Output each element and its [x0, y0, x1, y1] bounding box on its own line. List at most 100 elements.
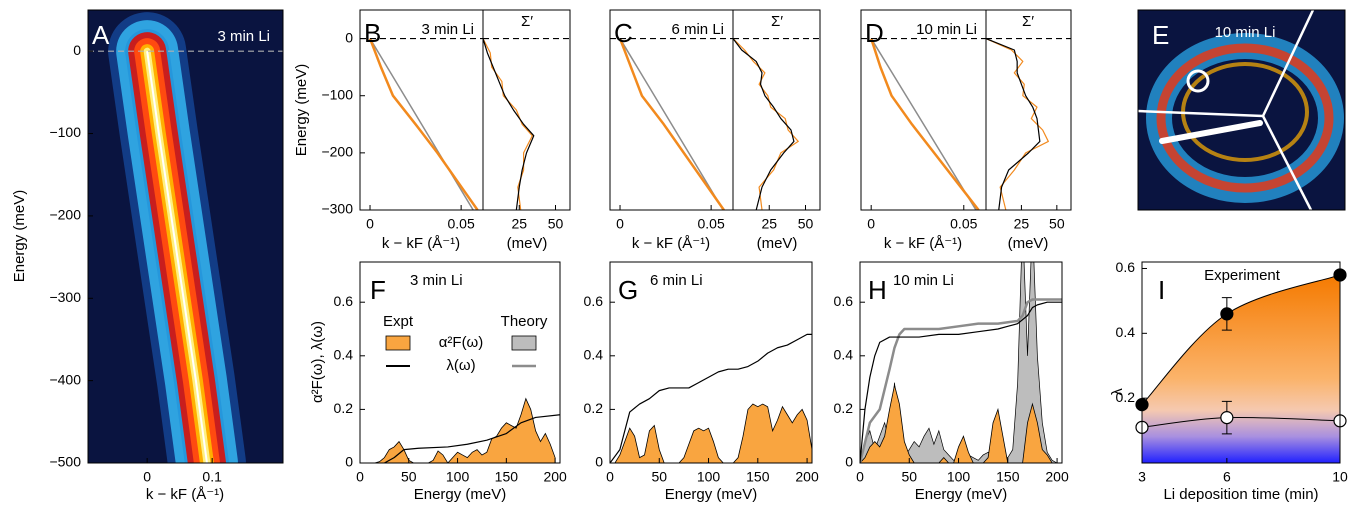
zone-line	[1261, 115, 1313, 211]
panel-letter: H	[868, 275, 887, 305]
panel-letter: I	[1158, 275, 1165, 305]
data-point	[1220, 307, 1234, 321]
line	[610, 333, 812, 463]
panel-title: 6 min Li	[671, 21, 724, 38]
axes-frame	[609, 261, 813, 464]
y-axis-label: Energy (meV)	[293, 64, 310, 157]
y-axis-label: λ	[1109, 388, 1126, 396]
axes-frame	[87, 9, 284, 464]
axes-frame	[732, 9, 821, 211]
y-tick-label: 0	[345, 29, 353, 45]
line	[860, 298, 1062, 463]
line	[384, 414, 560, 463]
x-axis-label: k − kF (Å⁻¹)	[632, 235, 710, 252]
x-tick-label: 150	[996, 469, 1020, 485]
plot-area	[483, 37, 570, 210]
x-axis-label: (meV)	[507, 235, 548, 252]
area-fill	[1142, 274, 1340, 463]
plot-area	[360, 37, 483, 210]
y-tick-label: 0	[845, 454, 853, 470]
y-tick-label: 0.2	[1116, 389, 1136, 405]
x-axis-label: Energy (meV)	[665, 486, 758, 503]
x-tick-label: 150	[495, 469, 519, 485]
y-tick-label: 0.2	[584, 400, 604, 416]
area	[360, 397, 556, 463]
panel-letter: C	[614, 18, 633, 48]
cut-line	[1159, 120, 1263, 144]
x-axis-label: Li deposition time (min)	[1163, 486, 1318, 503]
y-tick-label: 0.4	[334, 347, 354, 363]
y-axis-label: α²F(ω), λ(ω)	[309, 321, 326, 403]
y-tick-label: −500	[49, 454, 81, 470]
x-tick-label: 0.05	[448, 216, 475, 232]
y-tick-label: 0	[73, 42, 81, 58]
ring-mid	[1156, 43, 1334, 193]
panel-title: Σ′	[521, 13, 533, 30]
y-tick-label: 0.6	[834, 293, 854, 309]
image-frame	[1137, 9, 1346, 211]
y-tick-label: 0.2	[334, 400, 354, 416]
y-tick-label: −200	[49, 207, 81, 223]
plot-area	[986, 37, 1071, 210]
plot-area	[733, 37, 820, 210]
plot-area	[1142, 274, 1340, 463]
legend-label: α²F(ω)	[439, 334, 484, 351]
zone-line	[1137, 109, 1264, 118]
x-tick-label: 0	[867, 216, 875, 232]
panel-title: 3 min Li	[421, 21, 474, 38]
legend-header: Theory	[501, 313, 548, 330]
y-tick-label: 0.6	[1116, 259, 1136, 275]
x-tick-label: 50	[798, 216, 814, 232]
x-axis-label: Energy (meV)	[915, 486, 1008, 503]
y-tick-label: −100	[49, 124, 81, 140]
plot-area	[360, 397, 560, 463]
area	[860, 385, 1058, 463]
x-tick-label: 6	[1223, 469, 1231, 485]
y-tick-label: 0	[345, 454, 353, 470]
x-axis-label: (meV)	[1008, 235, 1049, 252]
panel-title: 10 min Li	[916, 21, 977, 38]
y-tick-label: −100	[321, 86, 353, 102]
x-tick-label: 0.05	[698, 216, 725, 232]
axes-frame	[482, 9, 571, 211]
plot-area	[88, 10, 283, 463]
x-tick-label: 10	[1332, 469, 1348, 485]
line	[733, 38, 795, 210]
x-tick-label: 0	[143, 469, 151, 485]
legend-header: Expt	[383, 313, 414, 330]
x-tick-label: 0	[366, 216, 374, 232]
data-point	[1220, 411, 1234, 425]
zone-line	[1261, 9, 1315, 117]
x-tick-label: 25	[1014, 216, 1030, 232]
line	[986, 38, 1049, 210]
panel-title: 3 min Li	[410, 272, 463, 289]
panel-title: Σ′	[771, 13, 783, 30]
marker-circle	[1186, 69, 1210, 93]
y-tick-label: −400	[49, 371, 81, 387]
line	[369, 38, 474, 210]
plot-area	[610, 37, 733, 210]
panel-letter: G	[618, 275, 638, 305]
line	[368, 38, 479, 210]
line	[483, 38, 533, 210]
panel-letter: A	[92, 20, 110, 50]
line	[483, 38, 535, 210]
plot-area	[860, 262, 1062, 463]
x-tick-label: 200	[543, 469, 567, 485]
x-axis-label: k − kF (Å⁻¹)	[884, 235, 962, 252]
legend-label: λ(ω)	[446, 357, 475, 374]
x-tick-label: 0.1	[202, 469, 222, 485]
x-tick-label: 50	[901, 469, 917, 485]
panel-letter: D	[865, 18, 884, 48]
x-axis-label: k − kF (Å⁻¹)	[146, 486, 224, 503]
x-tick-label: 50	[401, 469, 417, 485]
x-tick-label: 200	[1045, 469, 1069, 485]
y-tick-label: 0.4	[834, 347, 854, 363]
panel-title: 10 min Li	[1215, 24, 1276, 41]
line	[733, 38, 799, 210]
y-tick-label: 0.4	[584, 347, 604, 363]
x-axis-label: Energy (meV)	[414, 486, 507, 503]
x-tick-label: 0	[356, 469, 364, 485]
area	[610, 403, 812, 463]
panel-letter: F	[370, 275, 386, 305]
